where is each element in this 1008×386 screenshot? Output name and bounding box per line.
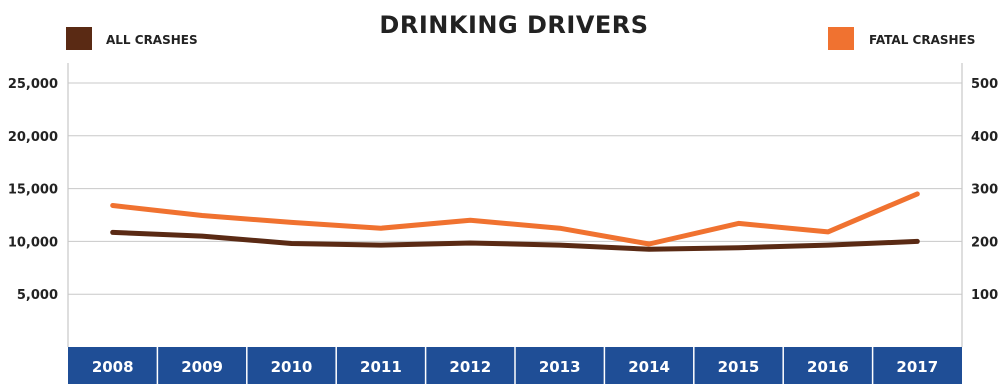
x-axis-tick-label: 2013 (539, 358, 581, 376)
left-axis-tick-label: 20,000 (8, 130, 58, 145)
right-axis-ticks: 100 200 300 400 500 (971, 77, 998, 303)
series-line-fatal-crashes (110, 191, 920, 247)
x-axis-tick-label: 2014 (628, 358, 670, 376)
right-axis-tick-label: 500 (971, 77, 998, 92)
chart-title: DRINKING DRIVERS (379, 11, 648, 39)
left-axis-ticks: 5,000 10,000 15,000 20,000 25,000 (8, 77, 58, 303)
x-axis-tick-label: 2010 (271, 358, 313, 376)
series-lines (110, 191, 920, 252)
x-axis-tick-label: 2015 (718, 358, 760, 376)
left-axis-tick-label: 10,000 (8, 235, 58, 250)
left-axis-tick-label: 25,000 (8, 77, 58, 92)
right-axis-tick-label: 300 (971, 183, 998, 198)
left-axis-tick-label: 15,000 (8, 183, 58, 198)
x-axis-tick-label: 2011 (360, 358, 402, 376)
x-axis-tick-label: 2016 (807, 358, 849, 376)
x-axis-tick-label: 2017 (896, 358, 938, 376)
series-line-all-crashes (110, 229, 920, 252)
category-band: 2008 2009 2010 2011 2012 2013 2014 2015 2016 2017 (68, 347, 962, 384)
right-axis-tick-label: 100 (971, 288, 998, 303)
x-axis-tick-label: 2008 (92, 358, 134, 376)
x-axis-tick-label: 2012 (449, 358, 491, 376)
legend-swatch-fatal-crashes (828, 27, 854, 50)
left-axis-tick-label: 5,000 (17, 288, 58, 303)
right-axis-tick-label: 200 (971, 235, 998, 250)
legend-label-all-crashes: ALL CRASHES (106, 33, 198, 47)
right-axis-tick-label: 400 (971, 130, 998, 145)
legend-label-fatal-crashes: FATAL CRASHES (869, 33, 975, 47)
legend-swatch-all-crashes (66, 27, 92, 50)
x-axis-tick-label: 2009 (181, 358, 223, 376)
gridlines (67, 63, 963, 347)
